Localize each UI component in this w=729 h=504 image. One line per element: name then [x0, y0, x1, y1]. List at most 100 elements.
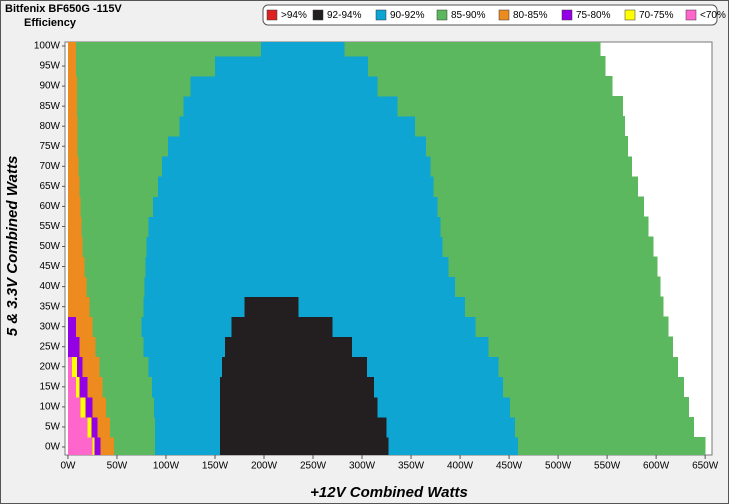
legend-swatch: [685, 9, 697, 21]
efficiency-region: [517, 436, 706, 455]
efficiency-region: [80, 396, 86, 418]
efficiency-region: [261, 42, 345, 57]
legend-label: 70-75%: [639, 10, 674, 21]
efficiency-region: [67, 76, 78, 97]
efficiency-region: [141, 316, 233, 338]
efficiency-region: [75, 376, 81, 398]
efficiency-region: [76, 356, 84, 378]
efficiency-region: [219, 396, 379, 418]
efficiency-region: [448, 256, 658, 277]
y-tick-label: 70W: [39, 161, 60, 172]
efficiency-region: [146, 236, 443, 257]
efficiency-region: [440, 216, 649, 237]
x-tick-label: 150W: [202, 461, 229, 472]
chart-title: Bitfenix BF650G -115V: [5, 3, 122, 15]
efficiency-region: [67, 56, 77, 77]
efficiency-region: [67, 256, 86, 277]
efficiency-region: [87, 376, 103, 398]
legend-label: 92-94%: [327, 10, 362, 21]
efficiency-region: [221, 356, 368, 378]
efficiency-region: [148, 216, 441, 237]
efficiency-region: [167, 136, 427, 157]
efficiency-region: [414, 116, 626, 137]
x-tick-label: 0W: [60, 461, 76, 472]
efficiency-region: [67, 376, 77, 398]
x-tick-label: 500W: [545, 461, 572, 472]
y-tick-label: 40W: [39, 281, 60, 292]
plot-marks: [67, 42, 706, 455]
efficiency-region: [67, 42, 77, 57]
efficiency-region: [94, 436, 101, 455]
efficiency-region: [377, 76, 613, 97]
efficiency-region: [442, 236, 654, 257]
legend-swatch: [266, 9, 278, 21]
efficiency-region: [81, 216, 149, 237]
efficiency-region: [388, 436, 519, 455]
efficiency-region: [76, 76, 191, 97]
efficiency-region: [152, 376, 221, 398]
legend-swatch: [312, 9, 324, 21]
efficiency-region: [190, 76, 379, 97]
efficiency-region: [67, 436, 93, 455]
efficiency-region: [67, 136, 79, 157]
y-tick-label: 100W: [34, 41, 61, 52]
legend-swatch: [561, 9, 573, 21]
efficiency-region: [224, 336, 353, 358]
chart-subtitle: Efficiency: [24, 17, 77, 29]
x-tick-label: 350W: [398, 461, 425, 472]
efficiency-region: [67, 116, 79, 137]
y-axis-label: 5 & 3.3V Combined Watts: [4, 156, 21, 337]
efficiency-region: [514, 416, 694, 438]
x-tick-label: 450W: [496, 461, 523, 472]
legend-swatch: [498, 9, 510, 21]
efficiency-region: [498, 356, 679, 378]
efficiency-region: [110, 416, 156, 438]
efficiency-region: [148, 356, 223, 378]
y-tick-label: 15W: [39, 381, 60, 392]
efficiency-region: [82, 236, 147, 257]
x-tick-label: 250W: [300, 461, 327, 472]
efficiency-region: [67, 236, 84, 257]
efficiency-region: [85, 396, 93, 418]
legend-label: <70%: [700, 10, 726, 21]
y-tick-label: 90W: [39, 81, 60, 92]
x-tick-label: 50W: [107, 461, 128, 472]
efficiency-region: [145, 256, 449, 277]
y-tick-label: 65W: [39, 181, 60, 192]
efficiency-region: [79, 376, 88, 398]
efficiency-region: [78, 156, 163, 177]
efficiency-region: [179, 116, 416, 137]
y-tick-label: 85W: [39, 101, 60, 112]
y-tick-label: 60W: [39, 201, 60, 212]
efficiency-region: [92, 316, 142, 338]
efficiency-region: [67, 396, 82, 418]
efficiency-region: [67, 296, 90, 318]
y-tick-label: 5W: [45, 422, 61, 433]
efficiency-region: [95, 336, 144, 358]
efficiency-region: [100, 436, 115, 455]
efficiency-region: [92, 396, 107, 418]
efficiency-region: [102, 376, 153, 398]
efficiency-region: [214, 56, 369, 77]
efficiency-region: [99, 356, 149, 378]
efficiency-region: [79, 176, 159, 197]
efficiency-region: [82, 356, 100, 378]
y-tick-label: 75W: [39, 141, 60, 152]
efficiency-region: [352, 336, 489, 358]
efficiency-region: [425, 136, 629, 157]
efficiency-region: [80, 196, 154, 217]
efficiency-region: [155, 416, 221, 438]
efficiency-region: [244, 296, 299, 318]
efficiency-region: [397, 96, 624, 117]
y-tick-label: 45W: [39, 261, 60, 272]
efficiency-region: [75, 42, 262, 57]
y-tick-label: 0W: [45, 442, 61, 453]
efficiency-region: [433, 176, 638, 197]
efficiency-region: [77, 136, 169, 157]
legend-swatch: [436, 9, 448, 21]
y-tick-label: 10W: [39, 402, 60, 413]
efficiency-region: [67, 416, 88, 438]
legend-label: 80-85%: [513, 10, 548, 21]
y-tick-label: 80W: [39, 121, 60, 132]
efficiency-region: [67, 216, 83, 237]
